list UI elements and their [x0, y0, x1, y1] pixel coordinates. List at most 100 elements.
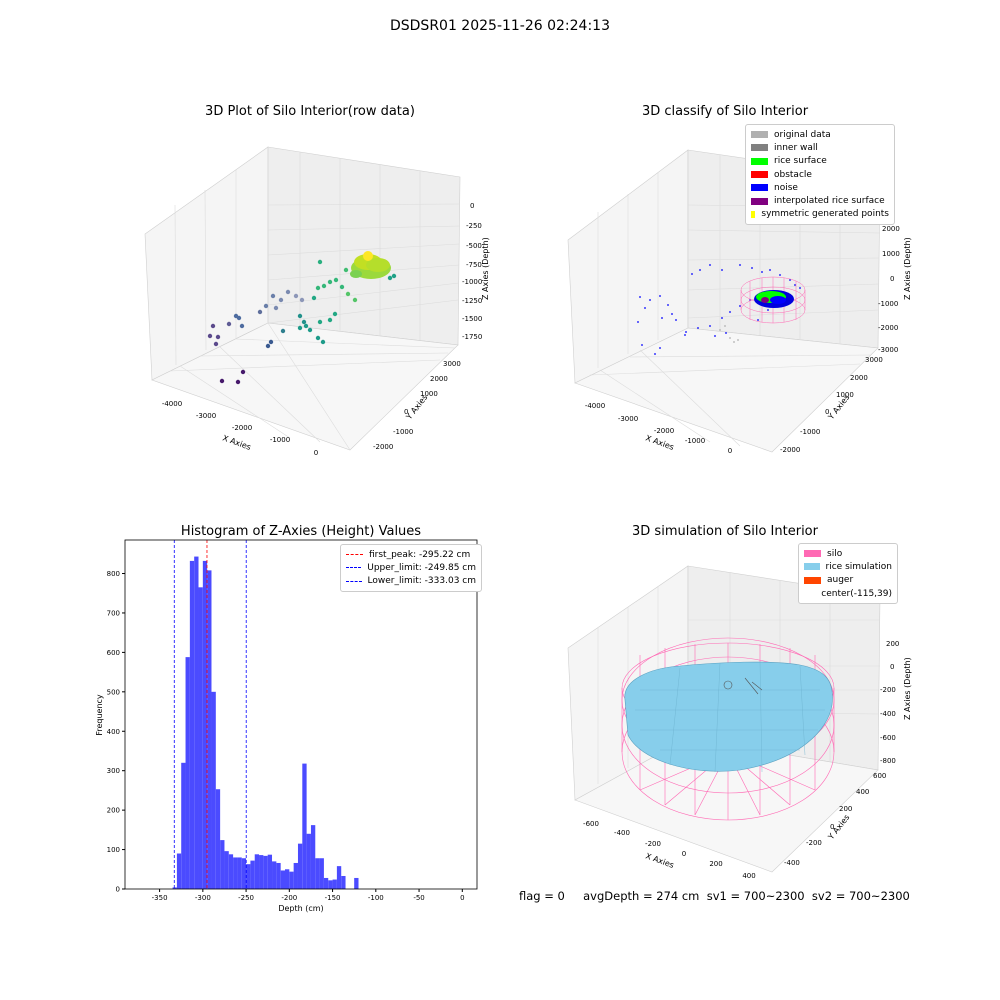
sim-ytick: 200: [839, 805, 852, 813]
classify-xtick: -4000: [585, 402, 605, 410]
sim-ytick: 0: [830, 823, 834, 831]
raw-grid: [169, 147, 461, 451]
histogram-xtick-label: -250: [238, 894, 254, 902]
legend-swatch: [804, 590, 815, 597]
histogram-bar: [323, 877, 329, 889]
histogram-bar: [310, 825, 316, 889]
raw-ztick: -750: [466, 261, 482, 269]
histogram-bar: [189, 560, 195, 889]
classify-ytick: 2000: [850, 374, 868, 382]
classify-ztick: 1000: [882, 250, 900, 258]
simulation-3d-plot: -600 -400 -200 0 200 400 -400 -200 0 200…: [567, 565, 912, 880]
histogram-bar: [241, 858, 247, 889]
histogram-bar: [354, 877, 359, 889]
histogram-bar: [181, 762, 186, 889]
histogram-bar: [220, 840, 225, 889]
sim-ztick: 0: [890, 663, 894, 671]
legend-label: rice surface: [774, 156, 827, 167]
raw-xtick: -1000: [270, 436, 290, 444]
classify-ztick: 2000: [882, 225, 900, 233]
histogram-bar: [250, 860, 255, 889]
legend-item: silo: [804, 547, 892, 560]
legend-item: auger: [804, 574, 892, 587]
raw-xtick: -4000: [162, 400, 182, 408]
histogram-bar: [336, 866, 342, 889]
sim-ztick: -200: [880, 686, 896, 694]
histogram-bar: [306, 833, 311, 889]
histogram-bar: [198, 587, 203, 889]
classify-legend: original data inner wall rice surface ob…: [745, 124, 895, 226]
histogram-bar: [246, 864, 251, 889]
raw-ytick: 2000: [430, 375, 448, 383]
histogram-bar: [237, 857, 242, 889]
raw-noise-points: [207, 259, 397, 385]
legend-label: first_peak: -295.22 cm: [369, 549, 471, 560]
sim-ytick: -200: [806, 839, 822, 847]
histogram-title: Histogram of Z-Axies (Height) Values: [180, 524, 422, 539]
legend-item: original data: [751, 128, 889, 141]
histogram-ytick-label: 400: [107, 728, 120, 736]
histogram-bar: [315, 858, 320, 889]
legend-label: auger: [827, 575, 854, 586]
histogram-bar: [263, 855, 268, 889]
legend-swatch: [804, 563, 820, 571]
legend-item: noise: [751, 181, 889, 194]
histogram-xtick-label: -100: [368, 894, 384, 902]
histogram-ytick-label: 600: [107, 649, 120, 657]
histogram-xtick-label: -50: [413, 894, 424, 902]
classify-xtick: 0: [728, 447, 732, 455]
raw-ytick: -2000: [373, 443, 393, 451]
classify-ytick: 0: [825, 408, 829, 416]
sim-ytick: 400: [856, 788, 869, 796]
raw-xtick: -3000: [196, 412, 216, 420]
histogram-xtick-label: 0: [460, 894, 464, 902]
histogram-bar: [194, 556, 199, 889]
legend-swatch: [751, 157, 768, 165]
raw-xtick: 0: [314, 449, 318, 457]
histogram-bar: [267, 854, 273, 889]
simulation-plot-title: 3D simulation of Silo Interior: [632, 524, 818, 539]
raw-3d-plot: -4000 -3000 -2000 -1000 0 -2000 -1000 0 …: [144, 146, 490, 457]
classify-ztick: -1000: [878, 300, 898, 308]
legend-item: Upper_limit: -249.85 cm: [346, 561, 476, 574]
histogram-bar: [276, 862, 281, 889]
histogram-bar: [259, 855, 264, 889]
histogram-bar: [302, 763, 307, 889]
histogram-bar: [224, 851, 229, 889]
histogram-bar: [176, 853, 182, 889]
histogram-bar: [272, 861, 277, 889]
legend-label: inner wall: [774, 142, 818, 153]
histogram-bar: [228, 854, 234, 889]
sim-xtick: 0: [682, 850, 686, 858]
legend-item: symmetric generated points: [751, 208, 889, 221]
legend-item: rice simulation: [804, 560, 892, 573]
histogram-bar: [328, 880, 333, 889]
histogram-bar: [233, 857, 238, 889]
raw-ztick: -1000: [462, 278, 482, 286]
classify-xtick: -1000: [685, 437, 705, 445]
legend-label: noise: [774, 182, 798, 193]
histogram-ytick-label: 800: [107, 570, 120, 578]
histogram-bar: [289, 871, 294, 889]
histogram-ytick-label: 0: [116, 886, 120, 894]
legend-label: rice simulation: [825, 561, 892, 572]
histogram-bar: [211, 691, 216, 889]
sim-ztick: -800: [880, 757, 896, 765]
histogram-xtick-label: -200: [281, 894, 297, 902]
histogram-ytick-label: 500: [107, 688, 120, 696]
sim-ztick: -600: [880, 734, 896, 742]
histogram-bar: [254, 854, 260, 889]
noise-cluster: [770, 296, 786, 304]
rice-simulation-surface: [624, 661, 833, 772]
histogram-plot: -350 -300 -250 -200 -150 -100 -50 0 0 100 200 300 4…: [95, 539, 478, 913]
legend-item: obstacle: [751, 168, 889, 181]
histogram-bar: [207, 570, 212, 889]
legend-line: [346, 580, 362, 582]
legend-swatch: [751, 171, 768, 179]
histogram-ytick-label: 100: [107, 846, 120, 854]
sim-xtick: 400: [742, 872, 755, 880]
histogram-ytick-label: 200: [107, 807, 120, 815]
legend-label: Upper_limit: -249.85 cm: [367, 562, 476, 573]
histogram-bar: [319, 858, 324, 889]
legend-label: original data: [774, 129, 831, 140]
